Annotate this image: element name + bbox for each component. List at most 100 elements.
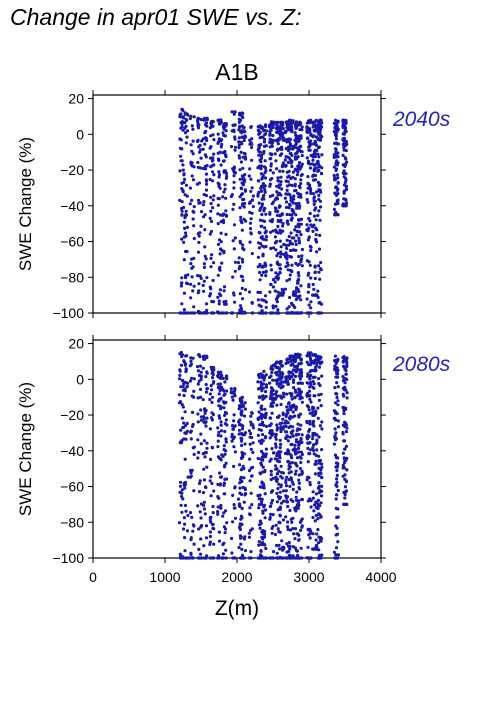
scatter-point [196, 396, 200, 400]
scatter-point [261, 532, 265, 536]
scatter-point [237, 420, 241, 424]
scatter-point [285, 261, 289, 265]
scatter-point [238, 113, 242, 117]
scatter-point [309, 383, 313, 387]
scatter-point [238, 206, 242, 210]
scatter-point [300, 254, 304, 258]
scatter-point [271, 513, 275, 517]
scatter-point [308, 166, 313, 170]
scatter-point [196, 116, 200, 120]
scatter-point [309, 248, 313, 253]
scatter-point [270, 531, 274, 535]
scatter-point [294, 242, 298, 247]
scatter-point [208, 232, 212, 236]
scatter-point [312, 199, 316, 203]
scatter-point [248, 435, 252, 439]
scatter-point [209, 229, 213, 234]
scatter-point [261, 135, 265, 139]
scatter-point [256, 401, 260, 405]
scatter-point [316, 159, 320, 163]
scatter-point [269, 366, 273, 370]
scatter-point [217, 392, 221, 396]
scatter-point [297, 254, 301, 259]
scatter-point [289, 430, 293, 434]
scatter-point [249, 189, 253, 193]
scatter-point [185, 421, 189, 426]
scatter-point [335, 480, 339, 484]
scatter-point [270, 387, 274, 391]
scatter-point [268, 429, 272, 433]
scatter-point [204, 155, 208, 159]
scatter-point [222, 212, 226, 216]
scatter-point [204, 390, 209, 394]
scatter-point [279, 485, 283, 489]
scatter-point [231, 493, 235, 497]
scatter-point [233, 506, 237, 510]
scatter-point [240, 547, 244, 551]
scatter-point [278, 490, 282, 494]
scatter-point [211, 504, 215, 509]
scatter-point [306, 200, 310, 204]
scatter-point [308, 411, 312, 415]
scatter-point [308, 422, 312, 426]
scatter-point [189, 471, 193, 475]
scatter-point [240, 399, 244, 403]
scatter-point [239, 411, 243, 415]
scatter-point [212, 368, 216, 372]
scatter-point [308, 162, 312, 166]
scatter-point [205, 416, 209, 420]
scatter-point [343, 477, 347, 481]
scatter-point [202, 262, 206, 266]
scatter-point [298, 392, 302, 396]
scatter-point [188, 186, 192, 190]
scatter-point [224, 302, 228, 306]
scatter-point [311, 434, 315, 438]
scatter-point [259, 189, 264, 193]
scatter-point [286, 311, 290, 315]
scatter-point [264, 132, 268, 136]
scatter-point [286, 222, 290, 226]
scatter-point [290, 461, 294, 465]
scatter-point [261, 397, 265, 401]
scatter-point [238, 177, 242, 181]
scatter-point [250, 137, 254, 141]
scatter-point [291, 380, 295, 384]
scatter-point [298, 186, 302, 190]
scatter-point [189, 296, 193, 300]
scatter-point [269, 501, 273, 505]
scatter-point [306, 229, 310, 233]
scatter-point [210, 411, 214, 415]
scatter-point [222, 492, 226, 496]
scatter-point [248, 442, 252, 446]
scatter-point [262, 151, 266, 155]
scatter-point [308, 374, 312, 378]
scatter-point [334, 437, 338, 441]
scatter-point [336, 372, 340, 376]
scatter-point [278, 239, 282, 243]
scatter-point [219, 231, 223, 235]
scatter-point [218, 471, 222, 475]
scatter-point [279, 425, 283, 429]
scatter-point [274, 159, 278, 163]
scatter-point [192, 489, 196, 493]
scatter-point [209, 256, 213, 260]
scatter-point [222, 401, 226, 405]
scatter-point [269, 402, 273, 406]
scatter-point [342, 456, 346, 460]
scatter-point [275, 551, 279, 555]
scatter-point [258, 290, 262, 295]
scatter-point [217, 170, 221, 174]
scatter-point [204, 302, 209, 306]
scatter-point [336, 553, 341, 557]
scatter-point [293, 447, 297, 451]
scatter-point [300, 440, 304, 444]
scatter-point [189, 143, 193, 147]
scatter-point [195, 182, 199, 186]
scatter-point [268, 178, 272, 182]
scatter-point [271, 378, 275, 382]
scatter-point [309, 300, 313, 304]
scatter-point [233, 394, 237, 398]
scatter-point [334, 126, 338, 130]
scatter-points [177, 350, 349, 560]
